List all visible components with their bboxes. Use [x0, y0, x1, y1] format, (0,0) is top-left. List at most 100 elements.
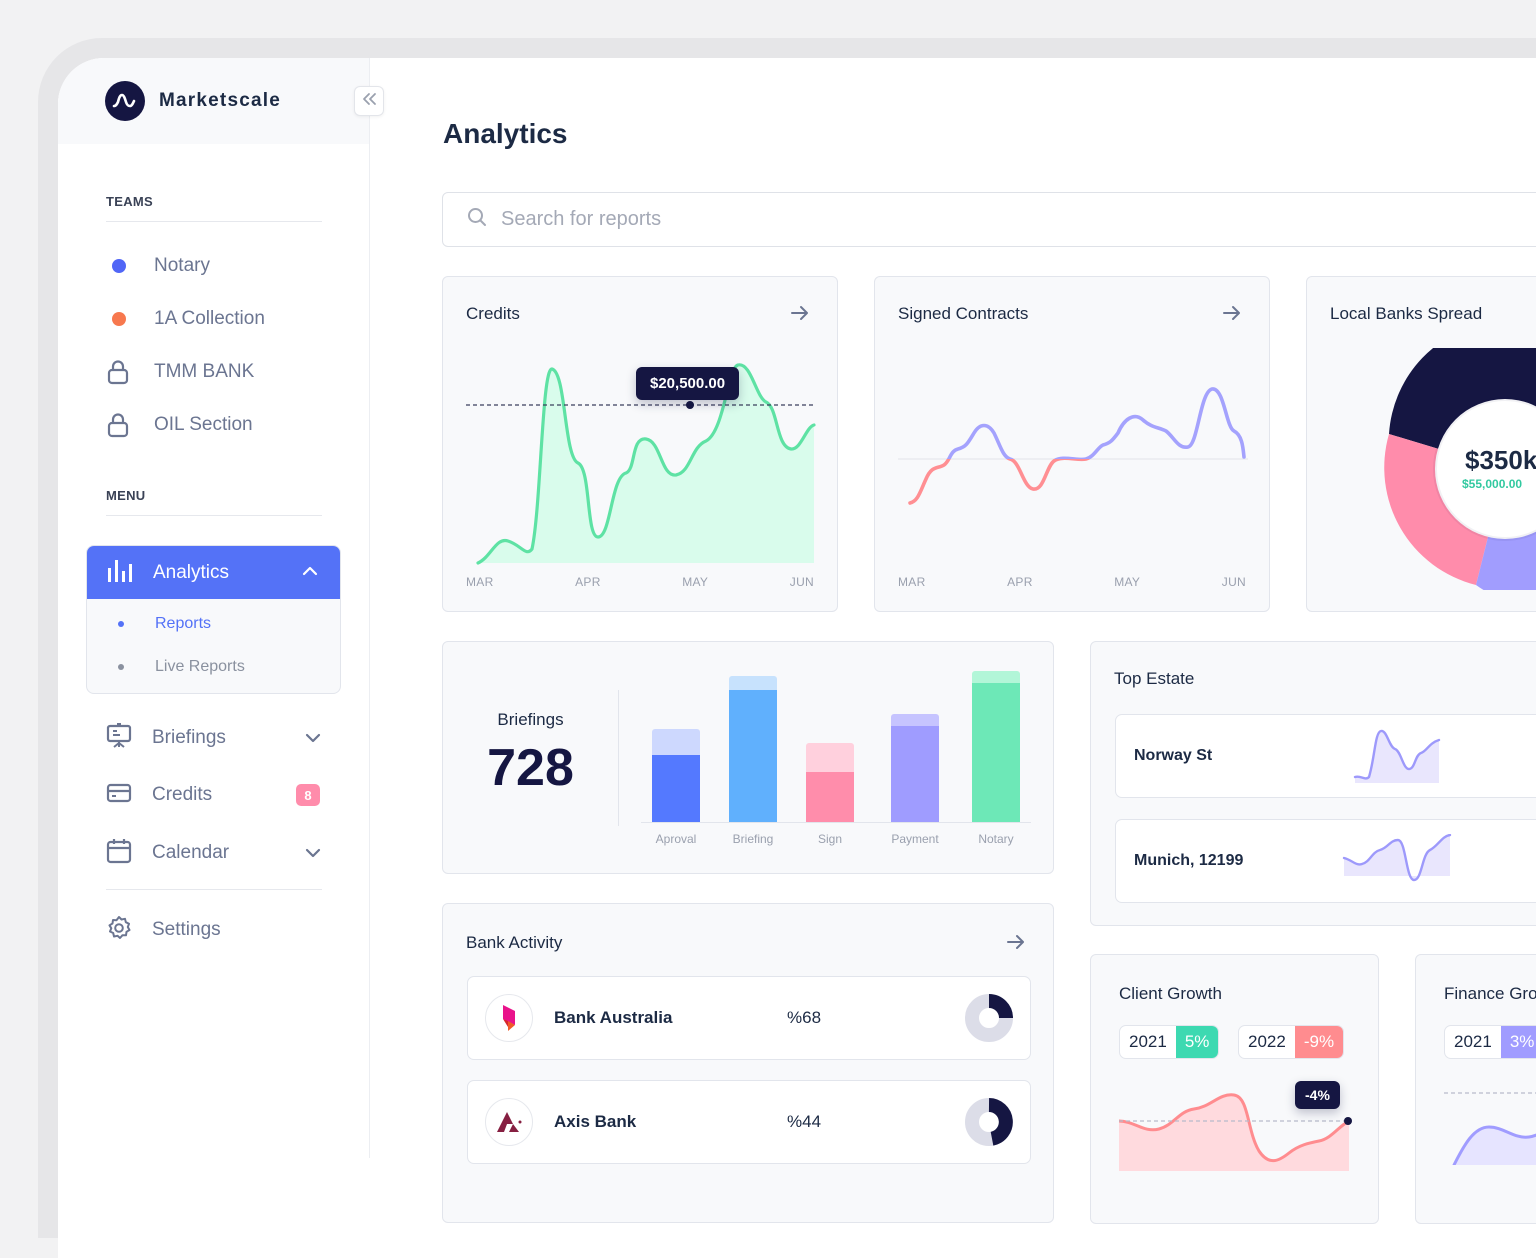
- x-axis: [641, 822, 1031, 823]
- x-label: MAR: [898, 575, 926, 589]
- signed-contracts-line-chart: [898, 387, 1248, 505]
- team-item-1a-collection[interactable]: 1A Collection: [106, 304, 265, 334]
- bank-share-donut: [965, 994, 1013, 1042]
- team-item-oil-section[interactable]: OIL Section: [106, 410, 253, 440]
- credit-card-icon: [106, 782, 132, 809]
- axis-bank-logo-icon: [485, 1098, 533, 1146]
- sidebar-subitem-reports[interactable]: Reports: [87, 612, 211, 636]
- client-growth-tooltip: -4%: [1295, 1081, 1340, 1109]
- finance-growth-area-chart: [1444, 1092, 1536, 1165]
- bank-activity-card: Bank Activity Bank Australia %68 Axis Ba…: [442, 903, 1054, 1223]
- brand[interactable]: Marketscale: [58, 58, 369, 144]
- app-window: Marketscale TEAMS Notary 1A Collection T…: [58, 58, 1536, 1258]
- banks-spread-subvalue: $55,000.00: [1462, 477, 1523, 491]
- chevron-down-icon[interactable]: [304, 730, 322, 746]
- sidebar-item-settings[interactable]: Settings: [106, 915, 322, 945]
- bullet-icon: [118, 664, 124, 670]
- card-title: Signed Contracts: [898, 304, 1029, 323]
- sidebar-item-label: Calendar: [152, 842, 230, 863]
- pill-year: 2022: [1248, 1032, 1286, 1051]
- bar-notary[interactable]: [972, 671, 1020, 822]
- year-pill-2021[interactable]: 2021 3%: [1444, 1025, 1536, 1059]
- estate-row[interactable]: Munich, 12199: [1115, 819, 1536, 903]
- sidebar-item-label: Analytics: [153, 561, 230, 583]
- x-label: MAY: [1114, 575, 1141, 589]
- x-axis-labels: MAR APR MAY JUN: [898, 575, 1246, 589]
- bank-share-donut: [965, 1098, 1013, 1146]
- collapse-sidebar-button[interactable]: [354, 86, 384, 116]
- sidebar: Marketscale TEAMS Notary 1A Collection T…: [58, 58, 370, 1158]
- divider: [106, 515, 322, 516]
- bar-label: Payment: [891, 832, 939, 846]
- arrow-right-icon[interactable]: [1005, 932, 1027, 952]
- search-icon: [467, 207, 487, 232]
- bank-percentage: %68: [787, 1008, 822, 1027]
- gear-icon: [106, 915, 132, 946]
- calendar-icon: [106, 838, 132, 869]
- estate-sparkline: [1353, 729, 1441, 783]
- brand-name: Marketscale: [159, 90, 281, 111]
- x-label: MAR: [466, 575, 494, 589]
- divider: [618, 690, 619, 826]
- card-title: Top Estate: [1114, 669, 1195, 688]
- lock-icon: [106, 359, 132, 385]
- sidebar-item-calendar[interactable]: Calendar: [106, 838, 322, 868]
- card-title: Credits: [466, 304, 520, 323]
- bar-briefing[interactable]: [729, 676, 777, 822]
- sidebar-item-label: Credits: [152, 784, 213, 805]
- bar-aproval[interactable]: [652, 729, 700, 822]
- sidebar-item-credits[interactable]: Credits 8: [106, 780, 322, 810]
- x-label: APR: [575, 575, 601, 589]
- sidebar-item-briefings[interactable]: Briefings: [106, 722, 322, 753]
- chevron-up-icon[interactable]: [302, 563, 318, 584]
- arrow-right-icon[interactable]: [1221, 303, 1243, 323]
- team-item-tmm-bank[interactable]: TMM BANK: [106, 357, 254, 387]
- team-label: OIL Section: [154, 414, 253, 435]
- card-title: Bank Activity: [466, 933, 563, 952]
- bank-name: Axis Bank: [554, 1112, 637, 1131]
- arrow-right-icon[interactable]: [789, 303, 811, 323]
- pill-year: 2021: [1454, 1032, 1492, 1051]
- sidebar-subitem-live-reports[interactable]: Live Reports: [87, 655, 245, 679]
- chevrons-left-icon: [361, 92, 377, 111]
- year-pill-2021[interactable]: 2021 5%: [1119, 1025, 1220, 1059]
- bar-label: Aproval: [655, 832, 697, 846]
- page-title: Analytics: [443, 118, 568, 149]
- local-banks-spread-card: Local Banks Spread $350k $55,000.00: [1306, 276, 1536, 612]
- search-input[interactable]: [501, 208, 1101, 231]
- pill-change: -9%: [1294, 1026, 1344, 1058]
- banks-spread-donut-chart: [1384, 348, 1536, 590]
- bar-label: Notary: [978, 832, 1014, 846]
- subitem-label: Live Reports: [155, 658, 245, 675]
- team-label: 1A Collection: [154, 308, 265, 329]
- estate-sparkline: [1342, 834, 1452, 882]
- chevron-down-icon[interactable]: [304, 845, 322, 861]
- x-label: MAY: [682, 575, 709, 589]
- bar-chart-icon: [107, 558, 133, 587]
- sidebar-item-analytics[interactable]: Analytics: [87, 546, 340, 599]
- bank-row[interactable]: Bank Australia %68: [467, 976, 1031, 1060]
- bank-row[interactable]: Axis Bank %44: [467, 1080, 1031, 1164]
- team-label: Notary: [154, 255, 210, 276]
- signed-contracts-card: Signed Contracts MAR APR MAY JUN: [874, 276, 1270, 612]
- team-item-notary[interactable]: Notary: [106, 251, 210, 281]
- bar-payment[interactable]: [891, 714, 939, 822]
- x-label: APR: [1007, 575, 1033, 589]
- credits-card: Credits $20,500.00 MAR APR MAY JUN: [442, 276, 838, 612]
- estate-row[interactable]: Norway St: [1115, 714, 1536, 798]
- divider: [106, 889, 322, 890]
- pill-year: 2021: [1129, 1032, 1167, 1051]
- bar-sign[interactable]: [806, 743, 854, 822]
- search-bar[interactable]: [442, 192, 1536, 247]
- credits-tooltip: $20,500.00: [636, 367, 740, 400]
- estate-name: Norway St: [1134, 747, 1213, 764]
- menu-section-label: MENU: [106, 488, 146, 503]
- teams-section-label: TEAMS: [106, 194, 153, 209]
- card-title: Client Growth: [1119, 984, 1222, 1003]
- bar-label: Sign: [817, 832, 843, 846]
- year-pill-2022[interactable]: 2022 -9%: [1238, 1025, 1345, 1059]
- bank-name: Bank Australia: [554, 1008, 673, 1027]
- team-dot-icon: [112, 312, 126, 326]
- divider: [106, 221, 322, 222]
- briefings-card: Briefings 728 Aproval Briefing Sign Paym…: [442, 641, 1054, 874]
